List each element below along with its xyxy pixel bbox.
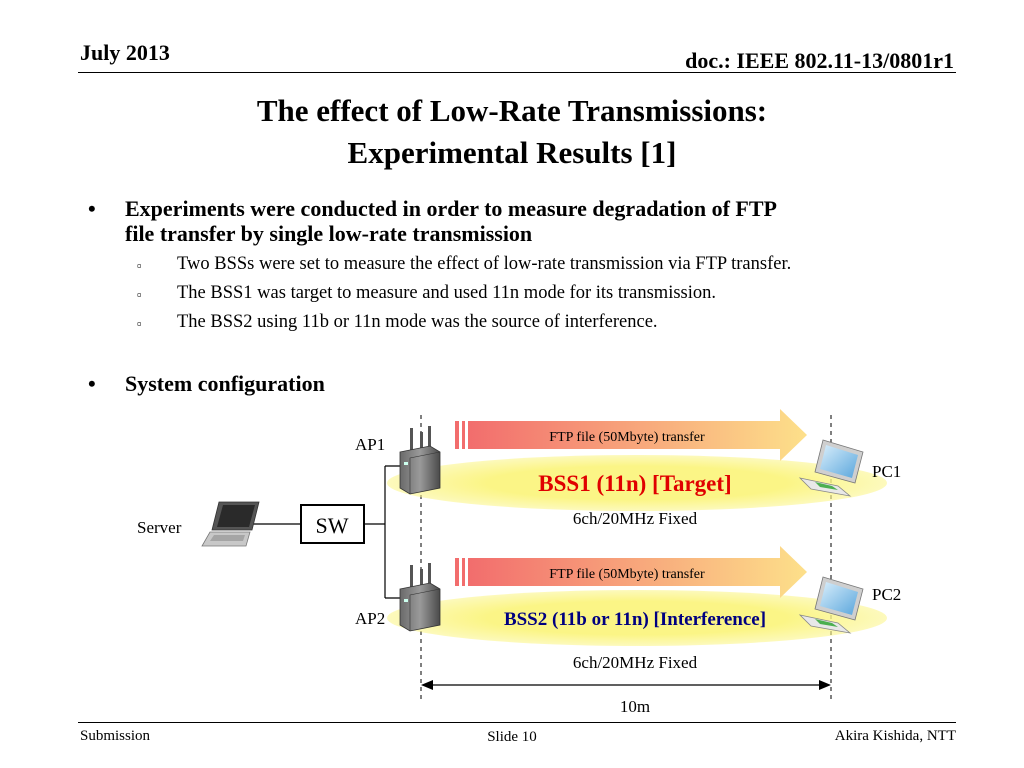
ftp-transfer-label-2: FTP file (50Mbyte) transfer xyxy=(549,567,705,582)
ftp-arrow-2 xyxy=(455,546,807,598)
switch-label: SW xyxy=(316,513,349,538)
bss1-label: BSS1 (11n) [Target] xyxy=(538,471,731,496)
title-line-2: Experimental Results [1] xyxy=(347,135,677,170)
header-date: July 2013 xyxy=(80,40,170,65)
ap2-router-icon xyxy=(399,563,441,632)
sub-bullet-marker-1: ▫ xyxy=(137,258,142,273)
switch-links xyxy=(248,465,402,599)
server-laptop-icon xyxy=(201,501,260,547)
bss2-coverage-ellipse xyxy=(387,590,887,646)
bss2-label: BSS2 (11b or 11n) [Interference] xyxy=(504,609,766,630)
bullet-dot-1: • xyxy=(88,196,96,221)
footer-divider xyxy=(78,722,956,723)
bullet-1-text: Experiments were conducted in order to m… xyxy=(125,196,777,246)
pc2-laptop-icon xyxy=(798,576,864,634)
slide-title: The effect of Low-Rate Transmissions: Ex… xyxy=(0,90,1024,174)
ftp-arrow-1 xyxy=(455,409,807,461)
ap2-label: AP2 xyxy=(355,609,385,628)
channel-label-1: 6ch/20MHz Fixed xyxy=(573,509,698,528)
header-doc-id: doc.: IEEE 802.11-13/0801r1 xyxy=(685,48,954,73)
switch-box xyxy=(300,504,365,544)
footer-author: Akira Kishida, NTT xyxy=(834,728,956,744)
bullet-1-line-1: Experiments were conducted in order to m… xyxy=(125,196,777,221)
header-divider xyxy=(78,72,956,73)
distance-label: 10m xyxy=(620,697,650,716)
channel-label-2: 6ch/20MHz Fixed xyxy=(573,653,698,672)
ap1-router-icon xyxy=(399,426,441,495)
ftp-transfer-label-1: FTP file (50Mbyte) transfer xyxy=(549,430,705,445)
sub-bullet-2: The BSS1 was target to measure and used … xyxy=(177,283,716,303)
pc2-label: PC2 xyxy=(872,585,901,604)
sub-bullet-3: The BSS2 using 11b or 11n mode was the s… xyxy=(177,312,658,332)
system-configuration-diagram: AP1 AP2 Server SW PC1 PC2 FTP file (50Mb… xyxy=(137,409,901,716)
sub-bullet-marker-2: ▫ xyxy=(137,287,142,302)
sub-bullet-1: Two BSSs were set to measure the effect … xyxy=(177,254,792,274)
title-line-1: The effect of Low-Rate Transmissions: xyxy=(256,93,768,128)
ap1-label: AP1 xyxy=(355,435,385,454)
server-label: Server xyxy=(137,518,182,537)
distance-arrow xyxy=(421,680,831,690)
bullet-dot-2: • xyxy=(88,371,96,396)
pc1-label: PC1 xyxy=(872,462,901,481)
footer-slide-number: Slide 10 xyxy=(487,729,537,745)
sub-bullet-marker-3: ▫ xyxy=(137,316,142,331)
bullet-2-text: System configuration xyxy=(125,371,325,396)
pc1-laptop-icon xyxy=(798,439,864,497)
footer-submission: Submission xyxy=(80,728,151,744)
bss1-coverage-ellipse xyxy=(387,455,887,511)
bullet-1-line-2: file transfer by single low-rate transmi… xyxy=(125,221,533,246)
